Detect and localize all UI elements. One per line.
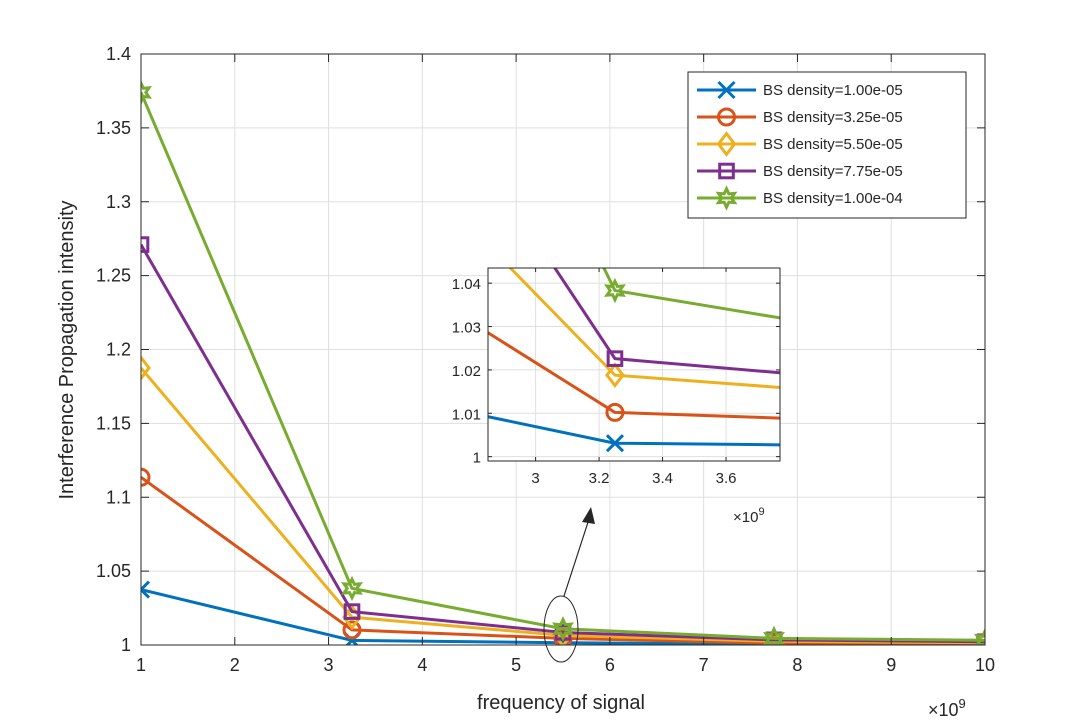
main-y-tick-label-3: 1.15 [96,413,131,433]
inset-y-tick-label-4: 1.04 [452,276,481,293]
legend-marker-1 [717,107,736,127]
legend-label-3: BS density=7.75e-05 [763,163,903,180]
legend: BS density=1.00e-05 BS density=3.25e-05 BS… [687,71,967,219]
inset-tick-labels: 3 3.2 3.4 3.6 1 1.01 1.02 1.03 1.04 [452,276,737,487]
main-y-tick-label-4: 1.2 [106,340,131,360]
inset-series [488,268,780,453]
inset-series-1-point-1 [605,402,625,422]
inset-x-axis-exponent: ×109 [733,506,765,526]
main-series-1-point-0 [141,467,151,487]
inset-series-3-point-1 [606,350,624,367]
main-y-tick-label-0: 1 [121,635,131,655]
main-x-tick-label-1: 2 [230,655,240,675]
main-x-tick-label-4: 5 [511,655,521,675]
main-series [141,79,985,645]
x-exponent-base: ×10 [928,700,959,720]
legend-item-4: BS density=1.00e-04 [697,185,903,211]
inset-background [488,268,780,461]
main-series-4-point-4 [974,627,985,645]
main-series-line-4 [141,91,985,642]
inset-axes-box [487,267,781,462]
legend-marker-2 [716,131,737,157]
inset-x-exponent-power: 9 [758,506,764,518]
legend-marker-3 [718,162,735,180]
main-axes [140,53,986,646]
inset-x-exponent-base: ×10 [733,509,758,526]
legend-marker-0 [717,80,736,100]
main-series-4-point-3 [763,625,785,645]
inset-y-tick-label-3: 1.03 [452,320,481,337]
legend-item-2: BS density=5.50e-05 [697,131,903,157]
legend-marker-4 [715,185,738,211]
inset-series-0-point-1 [605,434,625,453]
x-exponent-power: 9 [959,696,966,711]
main-series-3-point-0 [141,236,150,253]
legend-label-0: BS density=1.00e-05 [763,82,903,99]
main-y-tick-label-1: 1.05 [96,561,131,581]
main-y-tick-label-2: 1.1 [106,487,131,507]
inset-grid [488,268,780,461]
main-y-tick-label-5: 1.25 [96,266,131,286]
zoom-ellipse [543,595,579,663]
main-series-3-point-1 [343,603,361,620]
main-x-tick-label-6: 7 [699,655,709,675]
main-series-0-point-0 [141,580,151,599]
main-series-1-point-1 [342,620,362,640]
legend-item-3: BS density=7.75e-05 [697,162,903,180]
zoom-arrow-head [582,507,595,524]
main-y-tick-label-6: 1.3 [106,192,131,212]
inset-x-tick-label-3: 3.6 [716,470,737,487]
main-x-tick-label-8: 9 [886,655,896,675]
main-x-tick-label-9: 10 [975,655,995,675]
zoom-arrow [563,512,592,597]
main-plot-area [141,79,985,645]
inset-y-tick-label-0: 1 [473,450,481,467]
inset-y-tick-label-1: 1.01 [452,406,481,423]
main-x-tick-label-0: 1 [136,655,146,675]
x-axis-exponent: ×109 [928,696,966,720]
y-axis-label: Interference Propagation intensity [56,200,78,499]
inset-x-tick-label-0: 3 [531,470,539,487]
x-axis-label: frequency of signal [477,692,645,714]
inset-plot-area [488,268,780,453]
main-y-tick-label-8: 1.4 [106,44,131,64]
main-tick-labels: 1 2 3 4 5 6 7 8 9 10 1 1.05 1.1 1.15 1.2 1.25 1.3 1.35 1.4 [96,44,995,675]
main-y-tick-label-7: 1.35 [96,118,131,138]
inset-x-tick-label-2: 3.4 [652,470,673,487]
inset-x-tick-label-1: 3.2 [589,470,610,487]
main-series-4-point-1 [341,575,363,602]
legend-label-1: BS density=3.25e-05 [763,109,903,126]
inset-series-4-point-1 [603,277,626,304]
main-x-tick-label-5: 6 [605,655,615,675]
legend-label-4: BS density=1.00e-04 [763,190,903,207]
legend-item-0: BS density=1.00e-05 [697,80,903,100]
legend-item-1: BS density=3.25e-05 [697,107,903,127]
main-series-2-point-0 [141,355,151,381]
main-series-4-point-0 [141,79,152,106]
inset-y-tick-label-2: 1.02 [452,363,481,380]
main-series-4-point-2 [552,616,574,642]
inset-series-2-point-1 [605,362,625,388]
legend-label-2: BS density=5.50e-05 [763,136,903,153]
main-x-tick-label-7: 8 [792,655,802,675]
inset-axes [487,267,781,462]
main-x-tick-label-2: 3 [324,655,334,675]
main-x-tick-label-3: 4 [417,655,427,675]
legend-items: BS density=1.00e-05 BS density=3.25e-05 BS… [697,80,903,211]
